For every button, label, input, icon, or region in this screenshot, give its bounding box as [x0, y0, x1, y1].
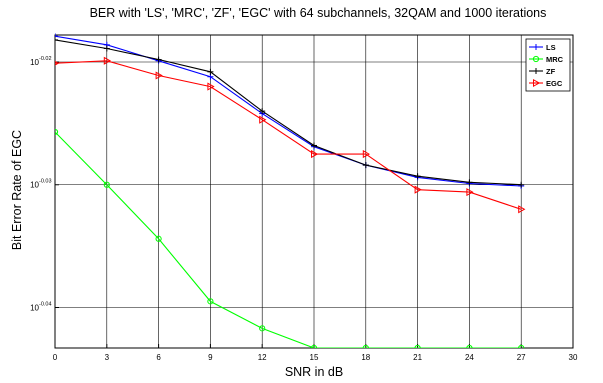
chart-title: BER with 'LS', 'MRC', 'ZF', 'EGC' with 6…: [90, 6, 547, 20]
data-point: [533, 44, 539, 50]
data-point: [311, 150, 319, 159]
data-point: [533, 78, 541, 88]
legend-entry-egc: EGC: [529, 78, 563, 88]
legend-entry-mrc: MRC: [529, 55, 564, 64]
legend-label: LS: [546, 43, 556, 52]
x-tick-label: 3: [105, 353, 110, 362]
y-tick-exponent: -0.03: [39, 179, 52, 185]
x-tick-label: 18: [361, 353, 370, 362]
legend: LS MRC ZF EGC: [525, 38, 571, 92]
y-axis-label: Bit Error Rate of EGC: [10, 130, 24, 250]
series-line-mrc: [55, 131, 522, 348]
x-axis-label: SNR in dB: [285, 365, 343, 379]
x-tick-label: 0: [53, 353, 58, 362]
data-point: [533, 68, 539, 74]
data-point: [103, 56, 112, 65]
legend-entry-ls: LS: [529, 43, 556, 52]
series-mrc: [55, 128, 525, 348]
y-tick-label: 10: [30, 303, 39, 312]
data-point: [259, 115, 267, 124]
data-point: [55, 33, 58, 40]
data-point: [362, 150, 371, 159]
series-zf: [55, 36, 525, 188]
data-point: [207, 68, 214, 75]
x-tick-label: 27: [517, 353, 526, 362]
data-point: [155, 71, 163, 80]
series-layer: [55, 33, 526, 348]
data-point: [103, 181, 110, 188]
x-tick-label: 30: [569, 353, 578, 362]
data-point: [310, 344, 318, 348]
legend-label: EGC: [546, 79, 563, 88]
x-tick-label: 15: [310, 353, 319, 362]
data-point: [55, 36, 58, 43]
y-tick-exponent: -0.04: [39, 301, 52, 307]
series-ls: [55, 33, 525, 189]
data-point: [362, 344, 369, 348]
data-point: [207, 298, 214, 305]
x-tick-label: 9: [208, 353, 213, 362]
data-point: [518, 181, 525, 188]
x-tick-label: 12: [258, 353, 267, 362]
data-point: [518, 344, 525, 348]
data-point: [155, 235, 162, 242]
legend-entry-zf: ZF: [529, 67, 556, 76]
data-point: [259, 325, 266, 332]
data-point: [155, 56, 162, 63]
data-point: [518, 205, 526, 214]
data-point: [103, 45, 110, 52]
grid-layer: [55, 35, 573, 348]
y-tick-exponent: -0.02: [39, 56, 52, 62]
data-point: [311, 142, 317, 149]
data-point: [362, 162, 369, 169]
data-point: [207, 82, 215, 91]
x-tick-label: 21: [413, 353, 422, 362]
data-point: [532, 55, 540, 63]
legend-label: MRC: [546, 55, 564, 64]
series-line-zf: [55, 39, 522, 186]
series-line-ls: [55, 35, 522, 187]
data-point: [414, 344, 421, 348]
x-tick-label: 24: [465, 353, 474, 362]
x-axis-ticks: 0 3 6 9 12 15 18 21 24 27 30: [53, 344, 578, 362]
data-point: [466, 344, 473, 348]
data-point: [466, 188, 474, 197]
series-line-egc: [55, 60, 522, 210]
y-tick-label: 10: [30, 58, 39, 67]
data-point: [55, 128, 59, 136]
y-tick-label: 10: [30, 181, 39, 190]
x-tick-label: 6: [156, 353, 161, 362]
data-point: [466, 179, 473, 186]
series-egc: [55, 56, 526, 214]
data-point: [414, 173, 421, 180]
legend-label: ZF: [546, 67, 556, 76]
data-point: [55, 60, 60, 66]
data-point: [259, 108, 266, 115]
data-point: [414, 185, 422, 194]
